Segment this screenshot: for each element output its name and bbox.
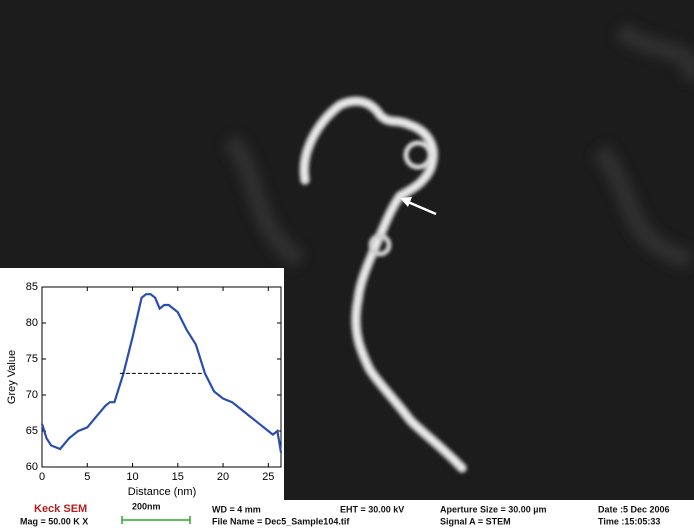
scale-label: 200nm <box>132 501 161 511</box>
sem-haze <box>223 22 694 269</box>
y-tick-label: 75 <box>26 353 38 365</box>
signal: Signal A = STEM <box>440 516 511 526</box>
data-line <box>40 293 283 453</box>
x-tick-label: 15 <box>172 471 184 483</box>
y-tick-label: 85 <box>26 281 38 293</box>
y-tick-label: 65 <box>26 425 38 437</box>
working-distance: WD = 4 mm <box>212 504 261 514</box>
lab-name: Keck SEM <box>34 503 87 515</box>
y-tick-label: 60 <box>26 461 38 473</box>
x-tick-label: 0 <box>39 471 45 483</box>
arrow <box>400 197 437 216</box>
eht: EHT = 30.00 kV <box>340 504 404 514</box>
date: Date :5 Dec 2006 <box>598 504 670 514</box>
inset-panel <box>0 268 284 500</box>
x-tick-label: 10 <box>126 471 138 483</box>
info-bar <box>0 500 694 528</box>
y-axis-label: Grey Value <box>6 350 18 404</box>
aperture: Aperture Size = 30.00 µm <box>440 504 546 514</box>
plot-frame <box>41 286 282 468</box>
sem-particle-chain <box>299 96 467 473</box>
x-tick-label: 20 <box>217 471 229 483</box>
x-tick-label: 5 <box>84 471 90 483</box>
y-tick-label: 70 <box>26 389 38 401</box>
file-name: File Name = Dec5_Sample104.tif <box>212 516 350 526</box>
y-tick-label: 80 <box>26 317 38 329</box>
x-tick-label: 25 <box>262 471 274 483</box>
time: Time :15:05:33 <box>598 516 660 526</box>
scale-bar <box>121 516 191 524</box>
magnification: Mag = 50.00 K X <box>20 516 88 526</box>
x-axis-label: Distance (nm) <box>128 486 196 498</box>
